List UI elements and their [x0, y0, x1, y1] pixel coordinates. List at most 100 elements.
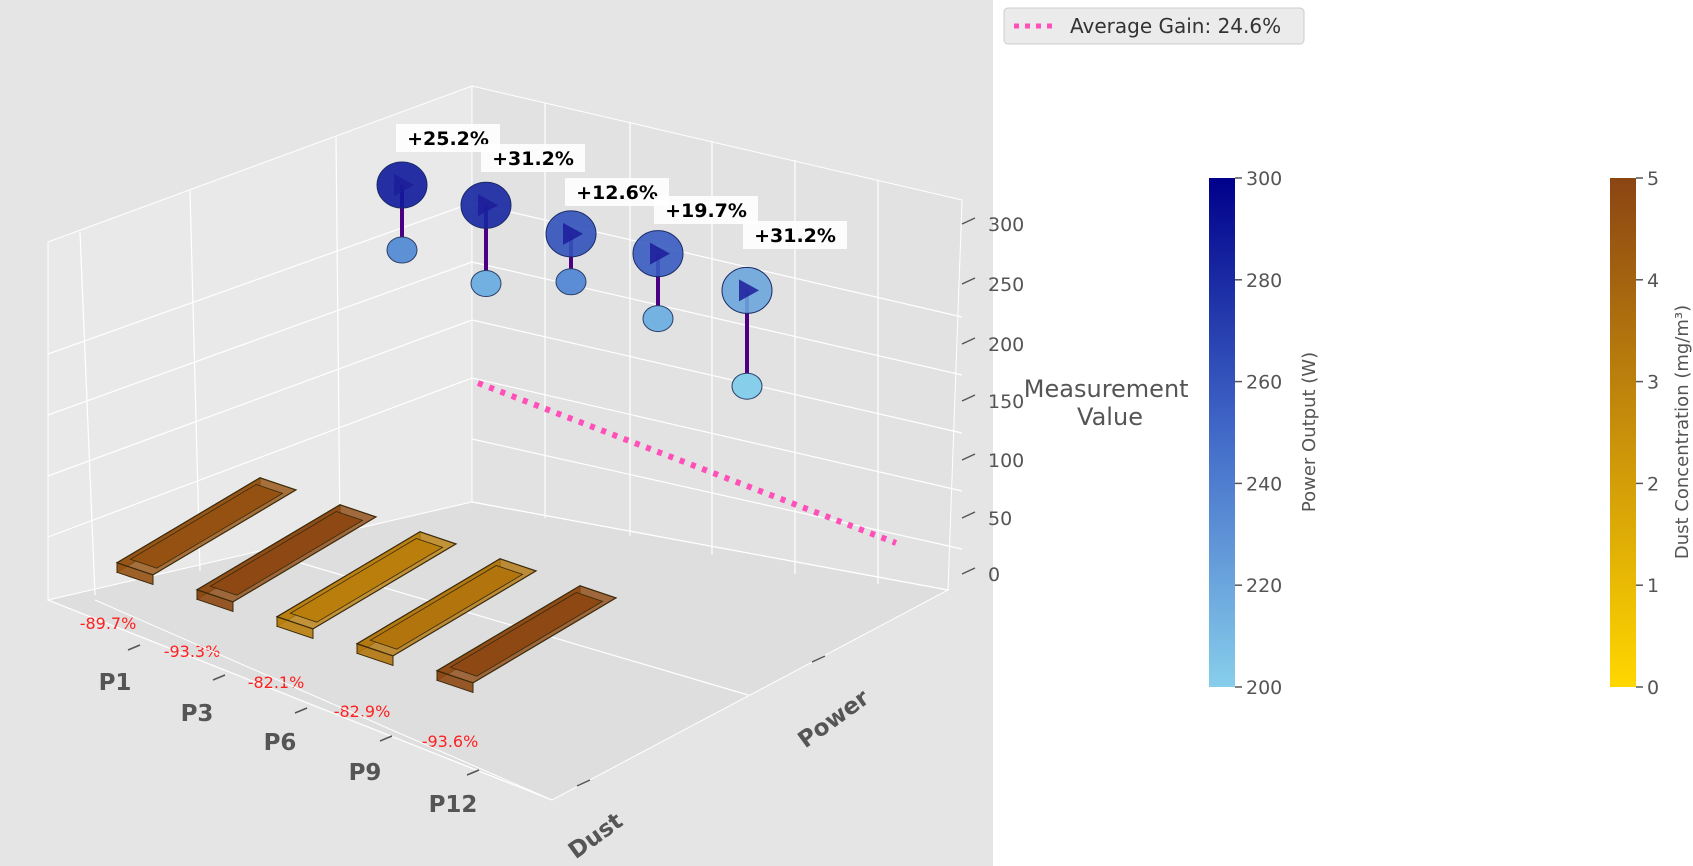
- colorbar-power-tick-label-200: 200: [1246, 677, 1282, 699]
- power-stems: [376, 161, 773, 400]
- dust-bar-P6: [275, 530, 458, 640]
- category-tick-dust: [576, 779, 591, 787]
- z-tick-50: [961, 511, 976, 519]
- dust-bar-inner: [289, 538, 444, 623]
- dust-reduction-label-P6: -82.1%: [248, 673, 305, 692]
- power-before-marker: [470, 270, 502, 297]
- colorbar-power: Power Output (W) 200 220 240 260 280 300: [1209, 168, 1320, 699]
- colorbar-dust-tick-label-2: 2: [1647, 473, 1659, 495]
- gain-label-P9: +19.7%: [654, 196, 758, 224]
- gain-labels: +25.2%+31.2%+12.6%+19.7%+31.2%: [396, 124, 847, 249]
- panel-tick-P6: [294, 707, 308, 714]
- colorbar-power-tick-label-300: 300: [1246, 168, 1282, 190]
- power-before-marker: [731, 372, 763, 400]
- panel-tick-label-P9: P9: [349, 760, 382, 786]
- colorbar-power-gradient: [1209, 178, 1235, 687]
- dust-reduction-label-P1: -89.7%: [80, 614, 137, 633]
- grid-line-right-2: [471, 319, 963, 434]
- z-tick-label-200: 200: [988, 334, 1024, 356]
- colorbar-dust-gradient: [1610, 178, 1636, 687]
- z-tick-100: [961, 453, 976, 461]
- colorbar-dust-tick-label-3: 3: [1647, 372, 1659, 394]
- colorbar-power-label: Power Output (W): [1299, 352, 1320, 512]
- z-tick-200: [961, 337, 976, 345]
- colorbar-power-tick-label-220: 220: [1246, 575, 1282, 597]
- z-tick-label-100: 100: [988, 450, 1024, 472]
- power-after-triangle: [650, 242, 670, 265]
- colorbar-dust-label: Dust Concentration (mg/m³): [1672, 305, 1693, 559]
- dust-bar-P1: [115, 476, 298, 586]
- power-pair-P9: [632, 230, 684, 333]
- grid-line-vertical-5: [79, 231, 96, 596]
- colorbar-power-tick-label-260: 260: [1246, 372, 1282, 394]
- colorbar-dust-tick-label-0: 0: [1647, 677, 1659, 699]
- dust-bar-P3: [195, 503, 378, 613]
- gain-label-box: [565, 178, 669, 206]
- dust-reduction-label-P3: -93.3%: [164, 642, 221, 661]
- grid-line-left-2: [47, 319, 473, 477]
- z-tick-label-50: 50: [988, 508, 1012, 530]
- z-tick-300: [961, 217, 976, 225]
- gain-label-text: +12.6%: [576, 182, 658, 204]
- dust-bar-inner: [129, 484, 284, 569]
- colorbar-dust-tick-label-4: 4: [1647, 270, 1659, 292]
- grid-line-right-3: [471, 377, 963, 492]
- category-tick-power: [811, 655, 826, 663]
- legend: Average Gain: 24.6%: [1003, 7, 1305, 45]
- dust-bar-inner: [449, 592, 604, 677]
- average-line-layer: [476, 380, 898, 546]
- z-tick-150: [961, 394, 976, 402]
- power-pair-P1: [376, 161, 428, 264]
- power-pair-P3: [460, 181, 512, 297]
- dust-reduction-label-P9: -82.9%: [334, 702, 391, 721]
- panel-tick-label-P1: P1: [99, 670, 132, 696]
- z-tick-label-250: 250: [988, 274, 1024, 296]
- gain-label-text: +25.2%: [407, 128, 489, 150]
- power-after-triangle: [563, 222, 583, 245]
- panel-tick-label-P6: P6: [264, 730, 297, 756]
- gain-label-box: [481, 144, 585, 172]
- average-gain-line: [476, 380, 898, 546]
- panel-tick-P3: [212, 674, 226, 681]
- z-tick-label-150: 150: [988, 391, 1024, 413]
- panel-axis: P1 P3 P6 P9 P12: [94, 599, 553, 818]
- grid-line-floor-1: [471, 501, 949, 591]
- power-pair-P12: [721, 266, 773, 400]
- panel-axis-line: [94, 599, 553, 801]
- panel-tick-label-P12: P12: [429, 792, 478, 818]
- gain-label-box: [654, 196, 758, 224]
- panel-tick-label-P3: P3: [181, 701, 214, 727]
- grid-line-vertical-7: [335, 135, 341, 535]
- power-before-marker: [386, 236, 418, 264]
- grid-line-vertical-6: [189, 190, 201, 572]
- legend-label: Average Gain: 24.6%: [1070, 14, 1281, 38]
- panel-tick-P12: [466, 769, 480, 776]
- gain-label-text: +31.2%: [492, 148, 574, 170]
- dust-reduction-label-P12: -93.6%: [422, 732, 479, 751]
- gain-label-P3: +31.2%: [481, 144, 585, 172]
- power-before-marker: [642, 305, 674, 333]
- gain-label-P12: +31.2%: [743, 221, 847, 249]
- gain-label-box: [743, 221, 847, 249]
- power-after-triangle: [739, 279, 759, 302]
- panel-tick-P9: [379, 735, 393, 742]
- grid-line-floor-2: [259, 550, 749, 696]
- measurement-axis: 0 50 100 150 200 250 300: [961, 214, 1024, 586]
- gain-label-text: +19.7%: [665, 200, 747, 222]
- gain-label-text: +31.2%: [754, 225, 836, 247]
- colorbar-power-tick-label-280: 280: [1246, 270, 1282, 292]
- colorbar-dust: Dust Concentration (mg/m³) 0 1 2 3 4 5: [1610, 168, 1693, 699]
- panel-tick-P1: [127, 644, 141, 651]
- dust-bar-P12: [435, 584, 618, 694]
- dust-bar-P9: [355, 557, 538, 667]
- power-after-triangle: [394, 174, 414, 196]
- grid-line-left-1: [47, 261, 473, 416]
- dust-bars: [115, 476, 618, 694]
- colorbar-dust-tick-label-1: 1: [1647, 575, 1659, 597]
- grid-lines: [47, 103, 963, 801]
- grid-line-right-1: [471, 261, 963, 376]
- grid-line-right-4: [471, 438, 963, 550]
- gain-label-P1: +25.2%: [396, 124, 500, 152]
- dust-bar-inner: [209, 511, 364, 596]
